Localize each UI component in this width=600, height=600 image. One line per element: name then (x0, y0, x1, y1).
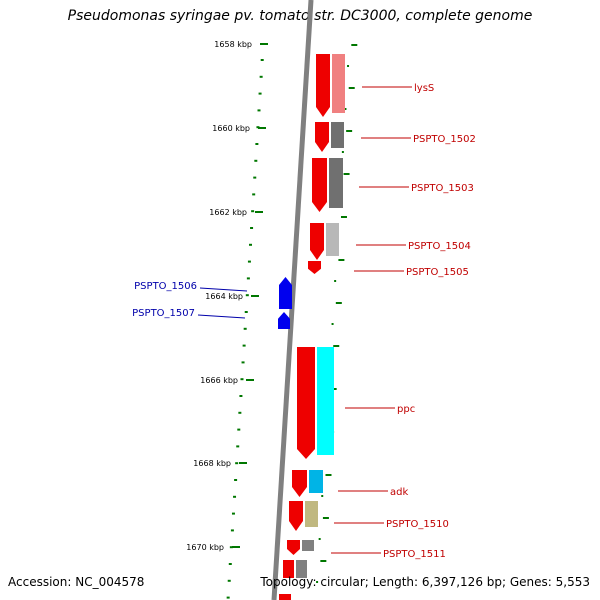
forward-cds-arrow (316, 54, 330, 117)
forward-cds-arrow (312, 158, 327, 212)
backbone-layer (271, 0, 314, 600)
forward-cds-arrow (287, 540, 300, 555)
forward-cds-arrow (308, 261, 321, 274)
kbp-label: 1662 kbp (209, 208, 247, 217)
gene-label-adk: adk (390, 487, 408, 498)
cog-block (302, 540, 314, 551)
backbone-line (271, 0, 314, 600)
cog-block (326, 223, 339, 256)
map-title: Pseudomonas syringae pv. tomato str. DC3… (67, 8, 533, 24)
forward-cds-partial (283, 560, 294, 578)
kbp-label: 1664 kbp (205, 292, 243, 301)
cog-block (329, 158, 343, 208)
kbp-label: 1670 kbp (186, 543, 224, 552)
feature-layer (278, 54, 345, 600)
cog-block (331, 122, 344, 148)
gene-label-pspto_1503: PSPTO_1503 (411, 183, 474, 194)
reverse-cds-arrow (278, 312, 290, 329)
gene-label-pspto_1510: PSPTO_1510 (386, 519, 449, 530)
forward-cds-arrow (289, 501, 303, 531)
cog-block (317, 347, 334, 455)
gene-label-ppc: ppc (397, 404, 415, 415)
accession-text: Accession: NC_004578 (8, 575, 145, 589)
gene-label-pspto_1511: PSPTO_1511 (383, 549, 446, 560)
gene-label-lyss: lysS (414, 83, 434, 94)
forward-cds-partial (279, 594, 291, 600)
forward-cds-arrow (297, 347, 315, 459)
topology-text: Topology: circular; Length: 6,397,126 bp… (260, 575, 590, 589)
cog-block (332, 54, 345, 113)
cog-block-partial (296, 560, 307, 578)
forward-cds-arrow (292, 470, 307, 497)
gene-label-pspto_1507: PSPTO_1507 (132, 308, 195, 319)
tick-layer: 1658 kbp 1660 kbp 1662 kbp 1664 kbp 1666 kbp… (186, 40, 358, 599)
cog-block (309, 470, 323, 493)
label-leader (197, 314, 246, 319)
gene-label-pspto_1502: PSPTO_1502 (413, 134, 476, 145)
cog-block (305, 501, 318, 527)
reverse-cds-arrow (279, 277, 292, 309)
kbp-label: 1660 kbp (212, 124, 250, 133)
label-leader (199, 287, 248, 292)
kbp-label: 1666 kbp (200, 376, 238, 385)
gene-label-pspto_1506: PSPTO_1506 (134, 281, 197, 292)
forward-cds-arrow (310, 223, 324, 260)
forward-cds-arrow (315, 122, 329, 152)
kbp-label: 1668 kbp (193, 459, 231, 468)
gene-label-pspto_1505: PSPTO_1505 (406, 267, 469, 278)
kbp-label: 1658 kbp (214, 40, 252, 49)
gene-label-pspto_1504: PSPTO_1504 (408, 241, 471, 252)
label-layer: lysS PSPTO_1502 PSPTO_1503 PSPTO_1504 PSPTO_… (132, 83, 476, 560)
